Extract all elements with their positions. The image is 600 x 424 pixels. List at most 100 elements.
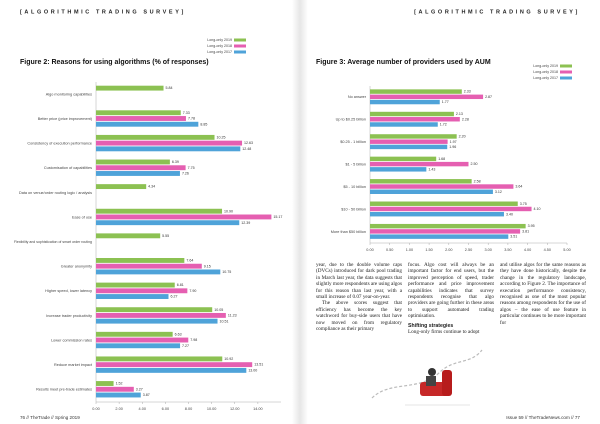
bar (96, 312, 226, 318)
x-tick-label: 1.50 (425, 248, 432, 252)
x-tick-label: 0.50 (386, 248, 393, 252)
paragraph: focus. Algo cost will always be an impor… (408, 262, 494, 320)
data-label: 7.75 (188, 166, 195, 170)
paper-stream (371, 349, 483, 399)
bar (96, 220, 240, 226)
data-label: 11.23 (228, 314, 237, 318)
category-label: Lower commission rates (51, 338, 92, 342)
category-label: Customisation of capabilities (44, 166, 92, 170)
data-label: 2.13 (456, 112, 463, 116)
data-label: 4.34 (148, 185, 155, 189)
legend-swatch (234, 38, 246, 42)
x-tick-label: 10.00 (207, 407, 217, 411)
legend-swatch (234, 44, 246, 48)
bar (96, 159, 170, 165)
bar (96, 184, 147, 190)
chart-title: Figure 2: Reasons for using algorithms (… (20, 59, 209, 66)
category-label: No answer (348, 95, 367, 99)
data-label: 2.50 (471, 162, 478, 166)
data-label: 7.26 (182, 172, 189, 176)
paragraph: and utilise algos for the same reasons a… (500, 262, 586, 326)
x-tick-label: 6.00 (162, 407, 169, 411)
data-label: 7.98 (190, 338, 197, 342)
bar (96, 165, 186, 171)
data-label: 1.96 (449, 145, 456, 149)
data-label: 13.00 (248, 368, 257, 372)
data-label: 1.72 (440, 123, 447, 127)
data-label: 12.39 (241, 221, 250, 225)
data-label: 12.63 (244, 141, 253, 145)
x-tick-label: 4.00 (139, 407, 146, 411)
bar (370, 234, 509, 239)
data-label: 3.64 (515, 185, 522, 189)
legend-swatch (560, 70, 572, 74)
bar (96, 140, 243, 146)
data-label: 1.52 (116, 382, 123, 386)
category-label: Reduce market impact (54, 363, 93, 367)
data-label: 9.15 (204, 264, 211, 268)
category-label: Consistency of execution performance (27, 142, 92, 146)
data-label: 3.81 (522, 229, 529, 233)
bar (96, 146, 241, 152)
data-label: 10.90 (224, 209, 233, 213)
x-tick-label: 14.00 (253, 407, 263, 411)
data-label: 6.63 (175, 332, 182, 336)
legend-label: Long-only 2018 (533, 70, 558, 74)
legend-swatch (560, 76, 572, 80)
x-tick-label: 2.50 (465, 248, 472, 252)
x-tick-label: 0.00 (366, 248, 373, 252)
category-label: $0.25 - 1 billion (340, 140, 366, 144)
page-footer: 76 // TheTrade // Spring 2019 (20, 415, 80, 420)
text-column: and utilise algos for the same reasons a… (500, 262, 586, 326)
bar (370, 167, 427, 172)
bar (370, 223, 526, 229)
bar (370, 229, 521, 234)
bar (370, 94, 484, 100)
bar (370, 206, 532, 212)
data-label: 2.87 (485, 95, 492, 99)
x-tick-label: 1.00 (406, 248, 413, 252)
bar (370, 144, 448, 150)
data-label: 3.12 (495, 190, 502, 194)
text-column: year, due to the double volume caps (DVC… (316, 262, 402, 332)
data-label: 2.33 (464, 90, 471, 94)
bar (370, 89, 462, 94)
x-tick-label: 4.00 (524, 248, 531, 252)
data-label: 1.97 (450, 140, 457, 144)
paragraph: Long-only firms continue to adopt (408, 329, 480, 336)
bar (96, 367, 247, 373)
bar (96, 343, 181, 349)
category-label: Greater anonymity (61, 265, 92, 269)
category-label: $1 - 5 billion (346, 163, 366, 167)
category-label: Ease of use (72, 215, 92, 219)
bar (370, 179, 472, 184)
category-label: Higher speed, lower latency (45, 289, 92, 293)
data-label: 5.84 (166, 86, 173, 90)
bar (370, 201, 518, 206)
data-label: 7.78 (188, 117, 195, 121)
bar (96, 121, 199, 127)
page-footer: Issue 59 // TheTradeNews.com // 77 (506, 415, 580, 420)
bar (370, 99, 440, 105)
data-label: 6.39 (172, 160, 179, 164)
bar (96, 386, 134, 392)
bar (370, 184, 514, 189)
chart-title: Figure 3: Average number of providers us… (316, 59, 491, 66)
x-tick-label: 8.00 (185, 407, 192, 411)
x-tick-label: 3.50 (504, 248, 511, 252)
category-label: Algo monitoring capabilities (46, 92, 92, 96)
data-label: 7.64 (186, 259, 193, 263)
bar (96, 233, 161, 239)
category-label: $5 - 10 billion (343, 185, 366, 189)
bar (96, 269, 221, 275)
legend-swatch (234, 50, 246, 54)
bar (96, 85, 164, 91)
reader-head (428, 368, 436, 376)
x-tick-label: 2.00 (115, 407, 122, 411)
data-label: 2.20 (459, 135, 466, 139)
bar (370, 111, 454, 117)
data-label: 3.51 (510, 235, 517, 239)
legend-label: Long-only 2019 (207, 38, 232, 42)
